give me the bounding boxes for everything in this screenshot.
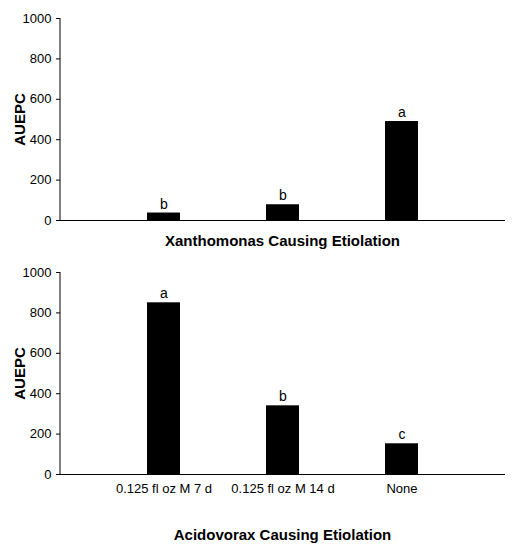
svg-text:a: a [160, 285, 168, 301]
svg-text:400: 400 [30, 132, 52, 147]
svg-text:1000: 1000 [23, 265, 52, 280]
svg-text:0: 0 [44, 467, 51, 482]
svg-text:600: 600 [30, 91, 52, 106]
svg-text:200: 200 [30, 426, 52, 441]
svg-text:b: b [279, 187, 287, 203]
svg-text:b: b [160, 196, 168, 212]
svg-text:800: 800 [30, 305, 52, 320]
svg-text:0.125 fl oz M 7 d: 0.125 fl oz M 7 d [116, 481, 212, 496]
svg-text:0: 0 [44, 213, 51, 228]
html-text:Xanthomonas Causing Etiolation: Xanthomonas Causing Etiolation [165, 232, 400, 249]
svg-text:1000: 1000 [23, 11, 52, 26]
svg-text:600: 600 [30, 345, 52, 360]
svg-text:0.125 fl oz M 14 d: 0.125 fl oz M 14 d [231, 481, 334, 496]
svg-text:b: b [279, 388, 287, 404]
svg-text:AUEPC: AUEPC [11, 347, 28, 400]
svg-text:AUEPC: AUEPC [11, 93, 28, 146]
svg-text:None: None [386, 481, 417, 496]
svg-text:200: 200 [30, 172, 52, 187]
svg-text:400: 400 [30, 386, 52, 401]
svg-text:800: 800 [30, 51, 52, 66]
svg-text:c: c [399, 426, 406, 442]
svg-text:a: a [398, 104, 406, 120]
html-text:Acidovorax Causing Etiolation: Acidovorax Causing Etiolation [173, 526, 392, 543]
